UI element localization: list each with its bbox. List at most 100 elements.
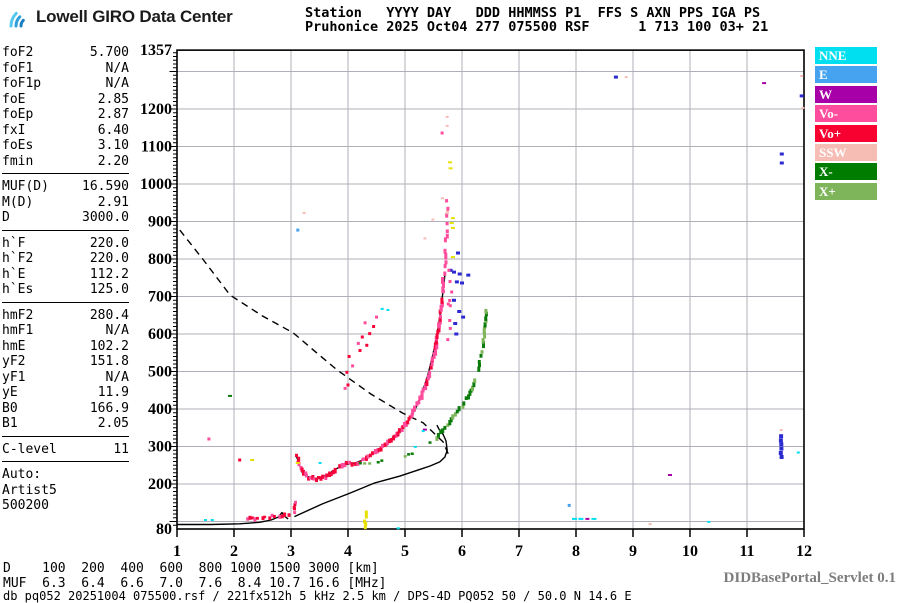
param-row-foes: foEs 3.10 <box>2 138 129 154</box>
scatter-red-scatter <box>238 325 376 462</box>
separator <box>2 229 129 231</box>
x-axis-tick-label: 1 <box>173 543 181 560</box>
param-value: 220.0 <box>89 251 129 266</box>
param-value: 2.05 <box>97 416 129 431</box>
scatter-yellow-dashes <box>250 161 455 464</box>
overlay-curves <box>177 229 451 526</box>
param-row-hmf2: hmF2 280.4 <box>2 308 129 324</box>
param-row-b0: B0 166.9 <box>2 401 129 417</box>
param-label: B0 <box>2 400 18 416</box>
scatter-echoes <box>204 75 805 530</box>
x-axis-labels: 1 2 3 4 5 6 7 8 9 10 11 12 <box>173 543 812 560</box>
param-label: yE <box>2 385 18 400</box>
param-label: yF1 <box>2 369 26 385</box>
scatter-second-hop-pink <box>446 268 454 342</box>
param-value: 6.40 <box>97 122 129 138</box>
param-row-foep: foEp 2.87 <box>2 107 129 123</box>
trace-Es-trace <box>246 512 291 522</box>
param-value: N/A <box>105 76 129 91</box>
y-axis-tick-label: 300 <box>148 439 172 456</box>
param-label: foEs <box>2 138 34 153</box>
param-row-yf1: yF1 N/A <box>2 370 129 386</box>
param-value: N/A <box>105 323 129 338</box>
param-label: C-level <box>2 441 57 457</box>
plot-grid <box>177 50 804 529</box>
y-axis-tick-label: 80 <box>156 521 172 538</box>
y-axis-tick-label: 1100 <box>141 139 172 156</box>
legend-item-vo: Vo- <box>815 105 877 123</box>
legend-item-vo: Vo+ <box>815 124 877 142</box>
param-row-fof2: foF2 5.700 <box>2 45 129 61</box>
param-value: 11 <box>113 441 129 457</box>
param-row-fxi: fxI 6.40 <box>2 123 129 139</box>
legend-item-x: X- <box>815 163 877 181</box>
x-axis-tick-label: 9 <box>629 543 637 560</box>
scatter-pink-scatter <box>207 131 444 441</box>
x-axis-tick-label: 3 <box>287 543 295 560</box>
param-row-hmf1: hmF1 N/A <box>2 323 129 339</box>
giro-wave-icon <box>9 11 25 28</box>
plot-frame <box>176 49 805 530</box>
param-label: M(D) <box>2 194 34 210</box>
scatter-green-scatter <box>228 394 232 397</box>
trace-F-O-trace-rise <box>410 277 445 418</box>
x-axis-tick-label: 5 <box>401 543 409 560</box>
param-value: 125.0 <box>89 282 129 297</box>
scatter-second-hop-blue <box>448 251 471 336</box>
param-label: foF1 <box>2 60 34 76</box>
legend-item-x: X+ <box>815 182 877 200</box>
trace-Es-retardation-spur <box>292 500 297 515</box>
autoscaling-info-line: 500200 <box>2 498 49 513</box>
param-value: 102.2 <box>89 338 129 354</box>
scaled-parameters-panel: foF2 5.700 foF1 N/A foF1p N/A foE 2.85 foEp 2.87 f… <box>2 45 129 514</box>
param-value: 3000.0 <box>82 210 129 225</box>
param-label: MUF(D) <box>2 179 49 194</box>
param-value: 2.85 <box>97 91 129 107</box>
param-value: 2.91 <box>97 194 129 210</box>
param-label: h`F2 <box>2 251 34 266</box>
param-value: N/A <box>105 60 129 76</box>
logo-text: Lowell GIRO Data Center <box>36 7 233 26</box>
param-value: 16.590 <box>82 179 129 194</box>
param-label: h`F <box>2 235 26 251</box>
lowell-giro-logo: Lowell GIRO Data Center <box>8 5 233 29</box>
trace-F-X-trace-high <box>435 308 488 441</box>
param-row-m-d-: M(D) 2.91 <box>2 195 129 211</box>
separator <box>2 435 129 437</box>
param-row-fof1: foF1 N/A <box>2 61 129 77</box>
x-axis-tick-label: 8 <box>572 543 580 560</box>
param-label: hmF1 <box>2 323 34 338</box>
file-info: db pq052 20251004 075500.rsf / 221fx512h… <box>3 589 632 603</box>
param-label: yF2 <box>2 354 26 369</box>
x-axis-tick-label: 6 <box>458 543 466 560</box>
artist-fit-F-trace <box>296 275 446 480</box>
param-label: foEp <box>2 107 34 122</box>
param-label: foF1p <box>2 76 42 91</box>
param-value: 220.0 <box>89 235 129 251</box>
param-row-h-f2: h`F2 220.0 <box>2 251 129 267</box>
trace-F-O-spread-right <box>448 299 452 330</box>
param-row-fof1p: foF1p N/A <box>2 76 129 92</box>
trace-cyan-row-8MHz <box>572 517 597 520</box>
x-axis-tick-label: 10 <box>682 543 698 560</box>
x-axis-tick-label: 7 <box>515 543 523 560</box>
profile-topside-extrapolated <box>179 229 451 459</box>
param-value: 166.9 <box>89 400 129 416</box>
param-row-h-f: h`F 220.0 <box>2 236 129 252</box>
axis-ticks <box>169 52 805 537</box>
separator <box>2 173 129 174</box>
x-axis-tick-label: 12 <box>796 543 812 560</box>
param-value: N/A <box>105 369 129 385</box>
transmission-curve <box>294 424 448 518</box>
y-axis-tick-label: 700 <box>148 289 172 306</box>
legend-item-w: W <box>815 85 877 103</box>
x-axis-tick-label: 4 <box>344 543 352 560</box>
autoscaling-info-line: Auto: <box>2 467 42 482</box>
param-label: fmin <box>2 153 34 169</box>
scatter-purple-scatter <box>422 82 767 520</box>
y-axis-tick-label: 1200 <box>140 101 172 118</box>
scatter-cyan-scatter <box>204 307 800 530</box>
muf-row: MUF 6.3 6.4 6.6 7.0 7.6 8.4 10.7 16.6 [M… <box>3 575 387 591</box>
